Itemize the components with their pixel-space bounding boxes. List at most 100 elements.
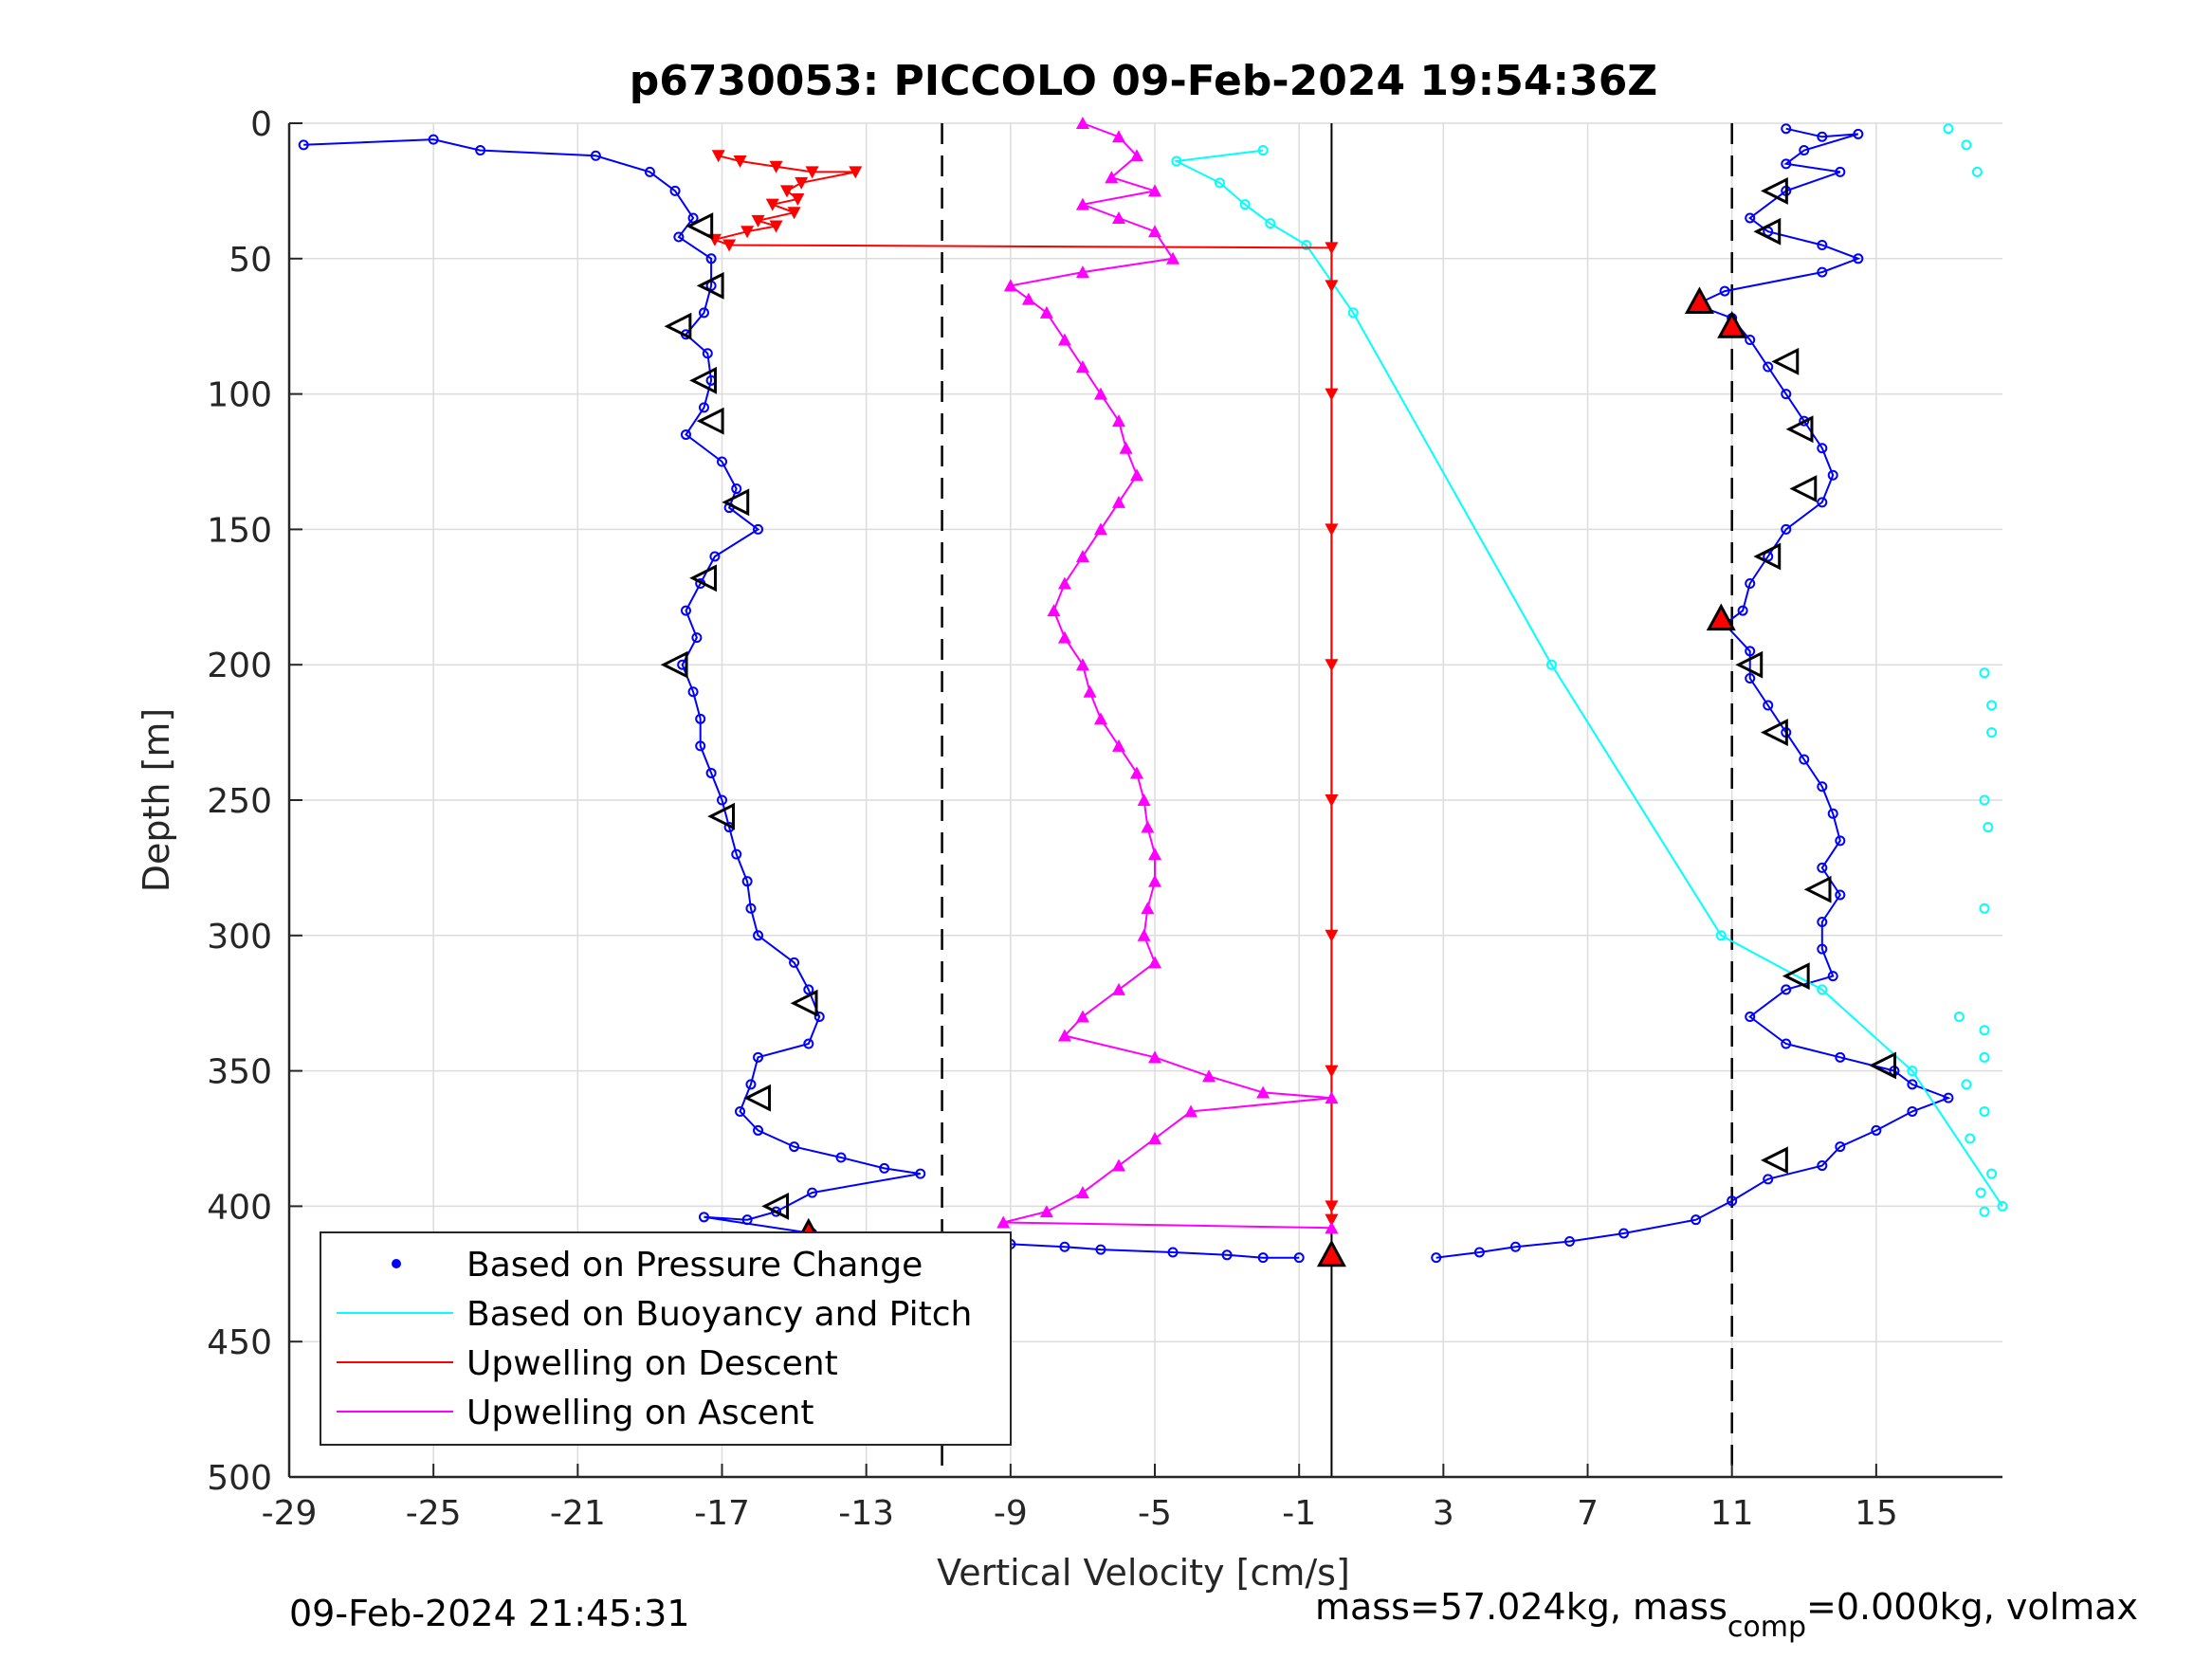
- data-point: [1817, 1160, 1828, 1172]
- data-point: [805, 166, 819, 179]
- open-triangle-marker: [1760, 719, 1788, 747]
- data-point: [722, 239, 737, 252]
- y-tick-label: 350: [207, 1053, 272, 1092]
- data-point: [1979, 1206, 1990, 1217]
- data-point: [1075, 197, 1089, 210]
- data-point: [745, 902, 757, 914]
- data-point: [779, 185, 794, 198]
- data-point: [1943, 123, 1954, 135]
- data-point: [1986, 727, 1998, 738]
- data-point: [1265, 218, 1276, 229]
- data-point: [1745, 1011, 1756, 1022]
- y-tick-label: 50: [229, 241, 272, 280]
- data-point: [1997, 1200, 2008, 1212]
- data-point: [814, 1011, 825, 1022]
- x-tick-label: -25: [406, 1494, 462, 1533]
- data-point: [1325, 1065, 1339, 1078]
- data-point: [1111, 210, 1125, 224]
- data-point: [1473, 1247, 1485, 1258]
- data-point: [687, 686, 699, 698]
- open-triangle-marker: [1803, 875, 1832, 903]
- data-point: [1827, 808, 1838, 819]
- data-point: [1781, 523, 1792, 535]
- open-triangle-marker: [707, 802, 736, 830]
- data-point: [1111, 495, 1125, 508]
- data-point: [1817, 917, 1828, 928]
- data-point: [1979, 667, 1990, 679]
- open-triangle-marker: [1869, 1051, 1896, 1080]
- data-point: [1239, 199, 1251, 210]
- open-triangle-marker: [686, 212, 714, 240]
- data-point: [1943, 1092, 1954, 1103]
- data-point: [1148, 1132, 1162, 1144]
- data-point: [698, 1212, 709, 1223]
- data-point: [1148, 874, 1162, 887]
- data-point: [1763, 361, 1774, 373]
- data-point: [1221, 1249, 1233, 1261]
- data-point: [751, 214, 765, 228]
- data-point: [1171, 155, 1182, 167]
- open-triangle-marker: [689, 564, 717, 592]
- data-point: [702, 348, 713, 359]
- data-point: [1075, 1010, 1089, 1023]
- x-tick-label: -1: [1282, 1494, 1316, 1533]
- data-point: [1059, 1241, 1070, 1252]
- open-triangle-marker: [790, 989, 818, 1017]
- data-point: [698, 402, 709, 413]
- data-point: [1257, 145, 1269, 156]
- data-point: [1257, 1252, 1269, 1264]
- data-point: [741, 1214, 753, 1226]
- data-point: [1325, 1221, 1339, 1234]
- data-point: [1129, 468, 1143, 482]
- open-triangle-marker: [1735, 650, 1764, 679]
- data-point: [1853, 128, 1864, 139]
- data-point: [1039, 1205, 1053, 1218]
- data-point: [1975, 1187, 1986, 1198]
- data-point: [673, 231, 685, 243]
- red-triangle-marker: [1706, 603, 1736, 631]
- data-point: [1817, 266, 1828, 278]
- legend-box: [320, 1231, 1012, 1446]
- red-triangle-marker: [1684, 286, 1714, 314]
- legend-label: Upwelling on Descent: [466, 1344, 838, 1383]
- x-axis-label: Vertical Velocity [cm/s]: [937, 1552, 1350, 1594]
- data-point: [1256, 1085, 1271, 1099]
- open-triangle-marker: [1753, 217, 1782, 246]
- data-point: [731, 483, 742, 495]
- data-point: [1057, 630, 1071, 644]
- data-point: [1781, 158, 1792, 170]
- red-triangle-marker: [1717, 311, 1747, 338]
- data-point: [1781, 123, 1792, 135]
- data-point: [1799, 754, 1810, 765]
- legend-swatch: [392, 1259, 401, 1268]
- series-upwelling-on-descent: [707, 150, 1339, 1227]
- data-point: [795, 176, 809, 190]
- data-point: [1148, 956, 1162, 969]
- data-point: [1057, 333, 1071, 346]
- data-point: [1057, 1029, 1071, 1042]
- data-point: [705, 767, 717, 778]
- open-triangle-marker: [1753, 542, 1782, 571]
- data-point: [1137, 928, 1151, 941]
- series-based-on-buoyancy-and-pitch-edge-: [1943, 123, 1998, 1217]
- legend-label: Based on Pressure Change: [466, 1246, 923, 1285]
- data-point: [1093, 387, 1107, 400]
- data-point: [717, 794, 728, 806]
- open-triangle-marker: [743, 1084, 772, 1112]
- data-point: [1347, 307, 1359, 319]
- data-point: [765, 198, 779, 211]
- data-point: [680, 605, 691, 616]
- data-point: [1745, 672, 1756, 684]
- y-tick-label: 150: [207, 511, 272, 550]
- data-point: [1745, 646, 1756, 657]
- open-triangle-marker: [1789, 475, 1818, 502]
- data-point: [1509, 1241, 1521, 1252]
- data-point: [687, 212, 699, 224]
- data-point: [735, 1105, 746, 1117]
- data-point: [1325, 523, 1339, 537]
- legend-entry: Based on Buoyancy and Pitch: [337, 1295, 972, 1334]
- data-point: [835, 1152, 847, 1163]
- data-point: [787, 207, 801, 220]
- data-point: [753, 1124, 764, 1136]
